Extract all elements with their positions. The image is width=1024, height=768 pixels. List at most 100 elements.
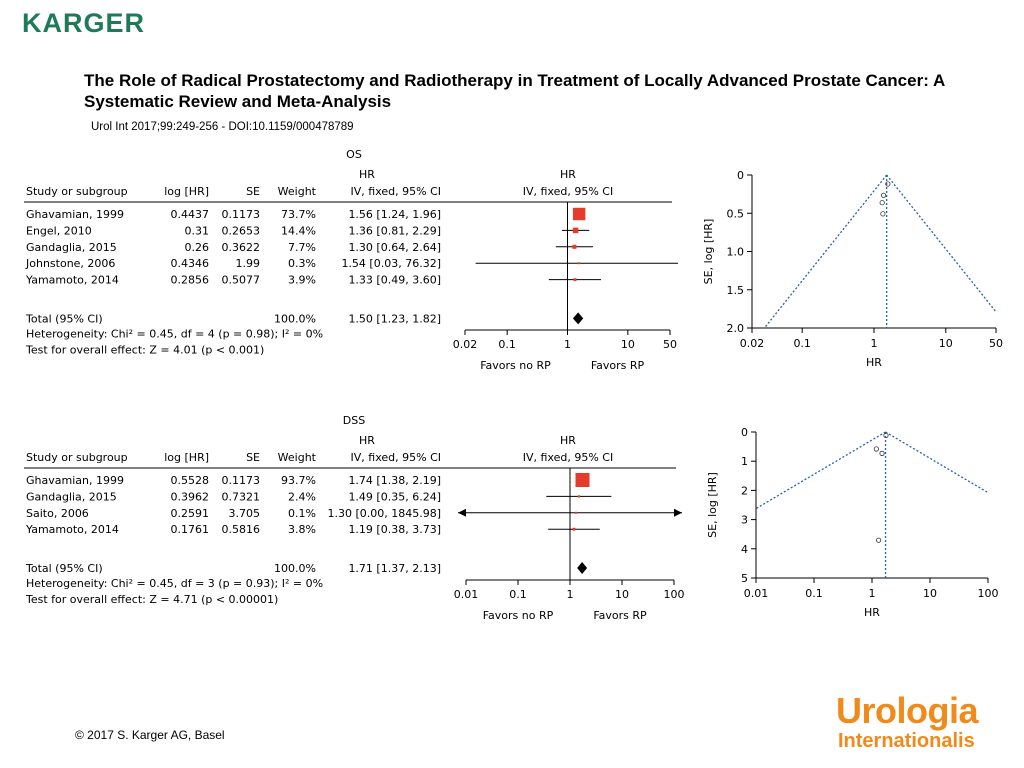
study-square [572, 244, 577, 249]
ci-value: 1.19 [0.38, 3.73] [348, 523, 441, 536]
column-header: Study or subgroup [26, 451, 128, 464]
log-hr: 0.3962 [171, 490, 210, 503]
funnel-left-limit [763, 174, 888, 329]
total-label: Total (95% CI) [25, 562, 103, 575]
log-hr: 0.4346 [171, 257, 210, 270]
se-value: 0.7321 [222, 490, 261, 503]
log-hr: 0.2856 [171, 274, 210, 287]
funnel-point [879, 450, 885, 456]
log-hr: 0.2591 [171, 507, 210, 520]
forest-funnel-figure: OS HR HR Study or subgroup log [HR] SE Weight I… [24, 148, 1003, 622]
ci-value: 1.56 [1.24, 1.96] [348, 208, 441, 221]
study-square [572, 227, 579, 234]
funnel-y-tick-label: 5 [741, 572, 748, 585]
total-ci: 1.71 [1.37, 2.13] [348, 562, 441, 575]
funnel-point [873, 446, 879, 452]
study-square [575, 472, 590, 488]
funnel-y-label: SE, log [HR] [706, 472, 719, 538]
ci-arrow-right [674, 508, 682, 517]
funnel-x-tick-label: 50 [989, 337, 1003, 350]
favors-right-label: Favors RP [593, 609, 647, 622]
column-header: IV, fixed, 95% CI [351, 451, 441, 464]
x-tick-label: 100 [664, 588, 685, 601]
se-value: 3.705 [229, 507, 261, 520]
favors-left-label: Favors no RP [480, 359, 551, 372]
funnel-y-tick-label: 3 [741, 514, 748, 527]
heterogeneity-text: Heterogeneity: Chi² = 0.45, df = 3 (p = … [26, 577, 323, 590]
x-tick-label: 0.1 [498, 338, 516, 351]
overall-effect-text: Test for overall effect: Z = 4.01 (p < 0… [25, 343, 264, 356]
study-square [572, 527, 576, 531]
funnel-point [880, 211, 886, 217]
total-ci: 1.50 [1.23, 1.82] [348, 312, 441, 325]
ci-value: 1.49 [0.35, 6.24] [348, 490, 441, 503]
study-name: Engel, 2010 [26, 224, 92, 237]
study-name: Ghavamian, 1999 [26, 474, 124, 487]
column-header: log [HR] [164, 185, 209, 198]
column-header: Study or subgroup [26, 185, 128, 198]
x-tick-label: 50 [663, 338, 677, 351]
se-value: 0.1173 [222, 474, 261, 487]
funnel-x-label: HR [864, 606, 880, 619]
ci-value: 1.36 [0.81, 2.29] [348, 224, 441, 237]
funnel-y-tick-label: 0.5 [727, 207, 745, 220]
plot-subheader: IV, fixed, 95% CI [523, 185, 613, 198]
se-value: 0.5077 [222, 274, 261, 287]
funnel-y-label: SE, log [HR] [702, 219, 715, 285]
weight-value: 3.9% [288, 274, 316, 287]
column-header: IV, fixed, 95% CI [351, 185, 441, 198]
funnel-x-tick-label: 0.1 [793, 337, 811, 350]
log-hr: 0.5528 [171, 474, 210, 487]
weight-value: 93.7% [281, 474, 316, 487]
study-square [577, 262, 580, 265]
ci-value: 1.54 [0.03, 76.32] [341, 257, 441, 270]
weight-value: 7.7% [288, 241, 316, 254]
journal-logo: Urologia Internationalis [836, 692, 1016, 753]
funnel-point [879, 200, 885, 206]
ci-value: 1.33 [0.49, 3.60] [348, 274, 441, 287]
funnel-x-tick-label: 0.01 [744, 587, 769, 600]
se-value: 0.3622 [222, 241, 261, 254]
funnel-x-tick-label: 100 [978, 587, 999, 600]
column-header: SE [246, 185, 260, 198]
citation: Urol Int 2017;99:249-256 - DOI:10.1159/0… [91, 121, 354, 133]
study-name: Yamamoto, 2014 [25, 523, 119, 536]
funnel-y-tick-label: 2 [741, 484, 748, 497]
panel-label: DSS [343, 414, 365, 427]
study-name: Gandaglia, 2015 [26, 490, 117, 503]
figure-svg: OS HR HR Study or subgroup log [HR] SE Weight I… [24, 148, 1003, 622]
ci-value: 1.30 [0.64, 2.64] [348, 241, 441, 254]
funnel-x-tick-label: 10 [939, 337, 953, 350]
x-tick-label: 0.1 [509, 588, 527, 601]
log-hr: 0.26 [185, 241, 210, 254]
weight-value: 0.3% [288, 257, 316, 270]
funnel-point [885, 181, 891, 187]
study-square [572, 207, 586, 221]
weight-value: 3.8% [288, 523, 316, 536]
copyright: © 2017 S. Karger AG, Basel [75, 728, 225, 742]
total-diamond [572, 312, 584, 325]
se-value: 0.5816 [222, 523, 261, 536]
log-hr: 0.31 [185, 224, 210, 237]
column-header: Weight [278, 451, 317, 464]
funnel-x-tick-label: 0.02 [740, 337, 765, 350]
funnel-right-limit [885, 431, 989, 494]
favors-left-label: Favors no RP [483, 609, 554, 622]
ci-value: 1.30 [0.00, 1845.98] [327, 507, 441, 520]
weight-value: 0.1% [288, 507, 316, 520]
se-value: 1.99 [236, 257, 261, 270]
ci-value: 1.74 [1.38, 2.19] [348, 474, 441, 487]
column-header: Weight [278, 185, 317, 198]
ci-arrow-left [458, 508, 466, 517]
funnel-point [876, 537, 882, 543]
column-header: SE [246, 451, 260, 464]
study-name: Johnstone, 2006 [25, 257, 115, 270]
column-header-hr: HR [359, 168, 375, 181]
favors-right-label: Favors RP [591, 359, 645, 372]
journal-logo-line2: Internationalis [838, 730, 975, 752]
total-weight: 100.0% [274, 562, 316, 575]
study-name: Gandaglia, 2015 [26, 241, 117, 254]
se-value: 0.1173 [222, 208, 261, 221]
study-name: Yamamoto, 2014 [25, 274, 119, 287]
funnel-x-tick-label: 10 [923, 587, 937, 600]
